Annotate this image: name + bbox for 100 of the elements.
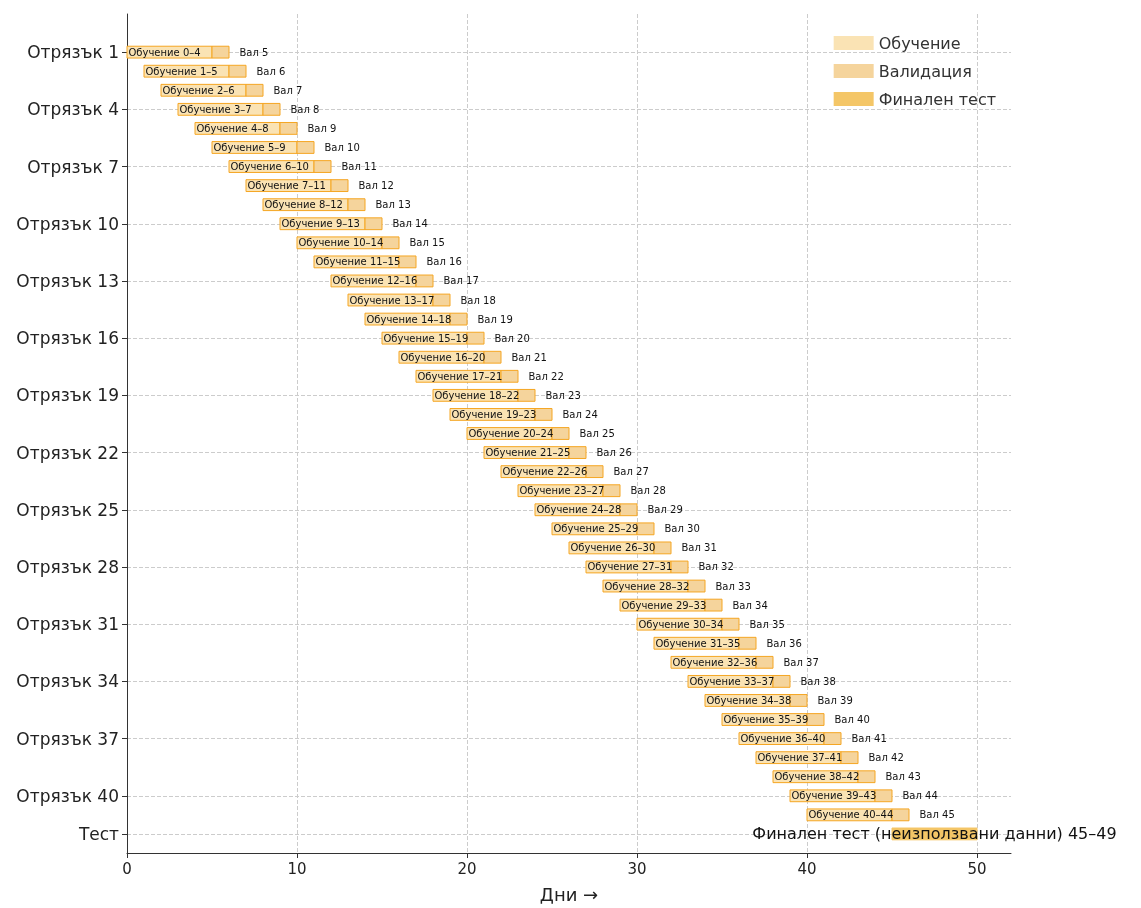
- data-label: Вал 13: [375, 199, 411, 211]
- y-tick-label: Отрязък 13: [16, 270, 119, 291]
- data-label: Вал 11: [341, 161, 377, 173]
- data-label: Обучение 11–15: [315, 256, 401, 268]
- data-label: Вал 18: [460, 294, 496, 306]
- data-label: Обучение 1–5: [145, 65, 218, 77]
- data-label: Вал 24: [562, 408, 598, 420]
- data-label: Обучение 4–8: [196, 122, 269, 134]
- y-tick-label: Отрязък 31: [16, 614, 119, 635]
- x-axis-title: Дни →: [539, 883, 599, 905]
- data-label: Вал 10: [324, 141, 360, 153]
- data-label: Вал 27: [613, 466, 649, 478]
- data-label: Вал 17: [443, 275, 479, 287]
- y-tick-label: Отрязък 16: [16, 328, 119, 349]
- data-label: Обучение 18–22: [434, 389, 520, 401]
- data-label: Обучение 2–6: [162, 84, 235, 96]
- data-label: Вал 14: [392, 218, 428, 230]
- data-label: Вал 44: [902, 790, 938, 802]
- legend-label: Валидация: [878, 61, 972, 81]
- data-label: Вал 16: [426, 256, 462, 268]
- data-label: Обучение 20–24: [468, 428, 554, 439]
- data-label: Обучение 21–25: [485, 447, 571, 459]
- data-label: Обучение 35–39: [723, 714, 809, 726]
- data-label: Обучение 6–10: [230, 161, 309, 173]
- y-tick-label: Тест: [77, 823, 120, 844]
- data-label: Вал 12: [358, 180, 394, 192]
- data-label: Обучение 26–30: [570, 542, 656, 554]
- y-tick-label: Отрязък 7: [27, 156, 119, 177]
- data-label: Вал 28: [630, 485, 666, 497]
- x-tick-label: 30: [627, 859, 647, 878]
- data-label: Обучение 13–17: [349, 294, 435, 306]
- y-tick-label: Отрязък 10: [16, 213, 119, 234]
- data-label: Вал 32: [698, 561, 734, 573]
- y-tick-label: Отрязък 25: [16, 499, 119, 520]
- data-label: Обучение 22–26: [502, 466, 588, 478]
- data-label: Обучение 3–7: [179, 103, 252, 115]
- data-label: Обучение 38–42: [774, 771, 860, 783]
- y-tick-label: Отрязък 22: [16, 442, 119, 463]
- data-label: Вал 30: [664, 523, 700, 535]
- data-label: Вал 23: [545, 389, 581, 401]
- data-label: Вал 21: [511, 351, 547, 363]
- data-label: Обучение 15–19: [383, 332, 469, 344]
- data-label: Вал 25: [579, 428, 615, 439]
- data-label: Вал 35: [749, 618, 785, 630]
- y-tick-label: Отрязък 37: [16, 728, 119, 749]
- data-label: Вал 36: [766, 637, 802, 649]
- data-label: Обучение 36–40: [740, 733, 826, 745]
- data-label: Вал 37: [783, 656, 819, 668]
- data-label: Вал 42: [868, 752, 904, 764]
- y-tick-label: Отрязък 1: [27, 42, 119, 63]
- data-label: Вал 19: [477, 313, 513, 325]
- x-tick-label: 10: [287, 859, 307, 878]
- data-label: Вал 8: [290, 103, 320, 115]
- data-label: Обучение 33–37: [689, 675, 775, 687]
- legend-label: Финален тест: [878, 89, 997, 109]
- data-label: Вал 6: [256, 65, 286, 77]
- data-label: Обучение 0–4: [128, 46, 201, 58]
- data-label: Вал 34: [732, 599, 768, 611]
- data-label: Вал 45: [919, 809, 955, 821]
- legend-label: Обучение: [878, 33, 961, 53]
- data-label: Обучение 25–29: [553, 523, 639, 535]
- y-tick-label: Отрязък 34: [16, 671, 119, 692]
- data-label: Обучение 31–35: [655, 637, 741, 649]
- data-label: Вал 9: [307, 122, 337, 134]
- data-label: Вал 41: [851, 733, 887, 745]
- data-label: Обучение 30–34: [638, 618, 724, 630]
- data-label: Вал 38: [800, 675, 836, 687]
- data-label: Обучение 32–36: [672, 656, 758, 668]
- y-tick-label: Отрязък 19: [16, 385, 119, 406]
- x-tick-label: 0: [122, 859, 132, 878]
- y-tick-label: Отрязък 40: [16, 785, 119, 806]
- data-label: Обучение 23–27: [519, 485, 605, 497]
- data-label: Вал 5: [239, 46, 269, 58]
- data-label: Обучение 17–21: [417, 370, 503, 382]
- data-label: Вал 26: [596, 447, 632, 459]
- data-label: Обучение 12–16: [332, 275, 418, 287]
- data-label: Обучение 27–31: [587, 561, 673, 573]
- data-label: Вал 15: [409, 237, 445, 249]
- data-label: Обучение 24–28: [536, 504, 622, 516]
- x-tick-label: 50: [967, 859, 987, 878]
- data-label: Вал 33: [715, 580, 751, 592]
- x-tick-label: 40: [797, 859, 817, 878]
- data-label: Вал 7: [273, 84, 303, 96]
- y-tick-label: Отрязък 4: [27, 99, 119, 120]
- data-label: Обучение 7–11: [247, 180, 326, 192]
- data-label: Обучение 29–33: [621, 599, 707, 611]
- x-tick-label: 20: [457, 859, 477, 878]
- data-label: Обучение 8–12: [264, 199, 343, 211]
- data-label: Обучение 19–23: [451, 408, 537, 420]
- data-label: Вал 39: [817, 694, 853, 706]
- data-label: Обучение 37–41: [757, 752, 843, 764]
- data-label: Обучение 40–44: [808, 809, 894, 821]
- data-label: Вал 20: [494, 332, 530, 344]
- data-label: Обучение 39–43: [791, 790, 877, 802]
- data-label: Обучение 28–32: [604, 580, 690, 592]
- data-label: Вал 43: [885, 771, 921, 783]
- y-tick-label: Отрязък 28: [16, 556, 119, 577]
- data-label: Вал 29: [647, 504, 683, 516]
- data-label: Обучение 9–13: [281, 218, 360, 230]
- data-label: Вал 31: [681, 542, 717, 554]
